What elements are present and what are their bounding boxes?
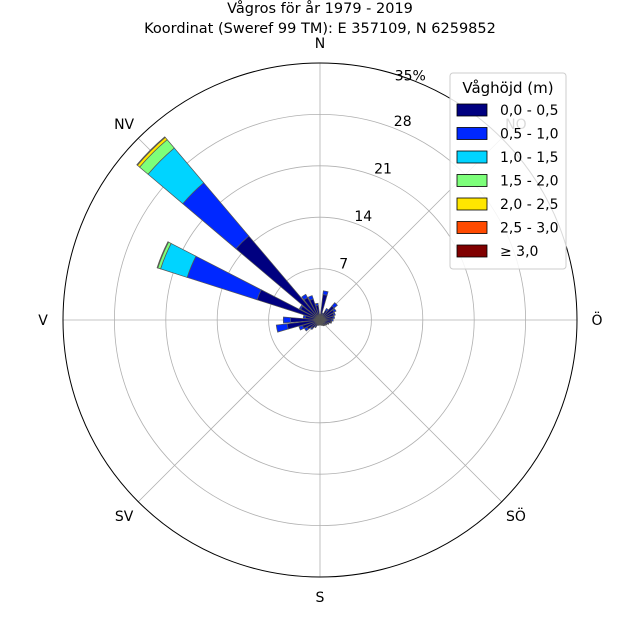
legend-swatch-6 (456, 221, 488, 234)
rose-bar-s7-b1 (332, 315, 335, 319)
legend-swatch-1 (456, 103, 488, 117)
direction-label-v: V (38, 313, 48, 329)
legend-label-7: ≥ 3,0 (500, 244, 538, 260)
rose-bar-s31-b1 (314, 302, 319, 307)
rose-bar-s26-b1 (186, 255, 262, 301)
direction-label-sv: SV (115, 509, 134, 525)
rose-bar-s24-b1 (282, 316, 292, 324)
rose-bar-s6-b1 (332, 312, 336, 316)
rose-bar-s12-b1 (323, 323, 327, 327)
legend-label-4: 1,5 - 2,0 (500, 174, 558, 190)
rose-bar-s13-b1 (322, 324, 325, 327)
grid-spoke-6 (137, 319, 321, 503)
radial-tick-14: 14 (354, 209, 372, 225)
radial-tick-7: 7 (339, 257, 348, 273)
legend-swatch-4 (456, 174, 488, 187)
rose-bar-s5-b1 (332, 308, 337, 313)
radial-tick-21: 21 (374, 162, 392, 178)
rose-bar-s29-b1 (301, 293, 309, 301)
rose-bar-s3-b1 (324, 307, 329, 312)
legend-swatch-3 (456, 150, 488, 164)
grid-spoke-4 (319, 319, 503, 503)
rose-bar-s26-b4 (156, 241, 169, 269)
chart-title: Vågros för år 1979 - 2019 (227, 0, 413, 17)
rose-bar-s21-b1 (304, 326, 309, 332)
rose-bar-s30-b1 (307, 295, 314, 301)
direction-label-s: S (316, 590, 325, 606)
rose-bar-s28-b5 (136, 136, 166, 166)
rose-bar-s10-b1 (327, 322, 330, 325)
legend-label-5: 2,0 - 2,5 (500, 197, 558, 213)
direction-label-n: N (315, 36, 325, 52)
legend-label-6: 2,5 - 3,0 (500, 221, 558, 237)
rose-bar-s8-b1 (331, 318, 334, 322)
legend: Våghöjd (m) 0,0 - 0,5 0,5 - 1,0 1,0 - 1,5 1… (449, 72, 567, 270)
rose-bars (136, 136, 338, 333)
radial-tick-28: 28 (394, 114, 412, 130)
rose-bar-s22-b1 (298, 325, 305, 331)
rose-bar-s14-b1 (321, 324, 324, 327)
rose-bar-s4-b1 (331, 302, 338, 309)
polar-outline (62, 62, 578, 578)
rose-bar-s9-b1 (330, 320, 333, 324)
rose-bar-s11-b1 (325, 323, 328, 326)
legend-label-1: 0,0 - 0,5 (500, 103, 558, 119)
legend-frame (449, 72, 567, 270)
rose-bar-s20-b1 (309, 326, 314, 331)
rose-bar-s28-b0 (235, 235, 321, 321)
direction-label-ö: Ö (591, 311, 602, 329)
legend-title: Våghöjd (m) (462, 79, 553, 97)
radial-max-label: 35% (395, 69, 426, 85)
legend-swatch-2 (456, 127, 488, 140)
rose-bar-s23-b1 (275, 323, 289, 333)
rose-bar-s25-b1 (302, 314, 307, 319)
legend-label-3: 1,0 - 1,5 (500, 150, 558, 166)
direction-label-sö: SÖ (506, 507, 526, 525)
chart-subtitle: Koordinat (Sweref 99 TM): E 357109, N 62… (144, 21, 496, 37)
outer-circle (62, 62, 578, 578)
legend-swatch-7 (456, 244, 488, 258)
legend-label-2: 0,5 - 1,0 (500, 127, 558, 143)
rose-bar-s1-b1 (322, 290, 329, 296)
legend-swatch-5 (456, 197, 488, 211)
rose-bar-s27-b1 (298, 304, 304, 310)
direction-label-nv: NV (114, 117, 134, 133)
